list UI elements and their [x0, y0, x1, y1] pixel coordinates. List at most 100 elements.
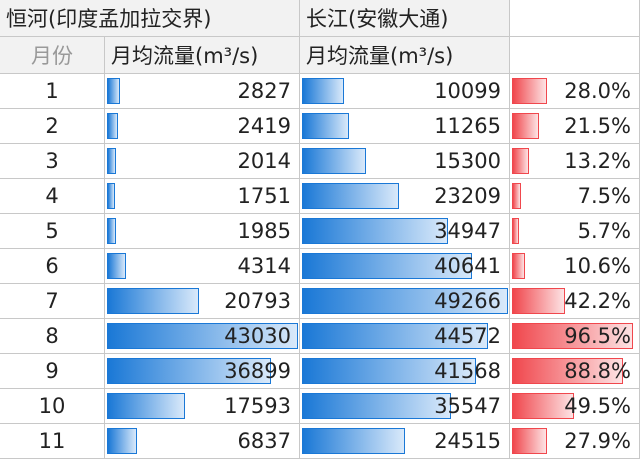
- ganges-value: 17593: [224, 394, 291, 418]
- ratio-cell: 28.0%: [510, 74, 640, 109]
- ganges-value: 36899: [224, 359, 291, 383]
- ganges-value: 4314: [237, 254, 291, 278]
- yangtze-value: 24515: [434, 429, 501, 453]
- ganges-title: 恒河(印度孟加拉交界): [0, 0, 300, 37]
- ratio-bar: [512, 218, 520, 244]
- ganges-cell: 17593: [105, 389, 300, 424]
- yangtze-value: 35547: [434, 394, 501, 418]
- ratio-bar: [512, 78, 547, 104]
- ratio-value: 96.5%: [564, 324, 631, 348]
- ganges-bar: [107, 428, 138, 454]
- yangtze-value: 11265: [434, 114, 501, 138]
- month-cell: 11: [0, 424, 105, 459]
- month-cell: 7: [0, 284, 105, 319]
- yangtze-cell: 49266: [300, 284, 510, 319]
- empty-cell: [510, 0, 640, 37]
- ganges-cell: 4314: [105, 249, 300, 284]
- ganges-cell: 20793: [105, 284, 300, 319]
- month-cell: 9: [0, 354, 105, 389]
- yangtze-cell: 35547: [300, 389, 510, 424]
- month-cell: 3: [0, 144, 105, 179]
- yangtze-value: 40641: [434, 254, 501, 278]
- yangtze-cell: 23209: [300, 179, 510, 214]
- ratio-bar: [512, 393, 574, 419]
- empty-cell: [510, 37, 640, 74]
- yangtze-value: 10099: [434, 79, 501, 103]
- yangtze-cell: 10099: [300, 74, 510, 109]
- yangtze-bar: [302, 218, 449, 244]
- ratio-value: 88.8%: [564, 359, 631, 383]
- yangtze-title: 长江(安徽大通): [300, 0, 510, 37]
- ganges-value: 2014: [237, 149, 291, 173]
- ratio-cell: 49.5%: [510, 389, 640, 424]
- yangtze-value: 34947: [434, 219, 501, 243]
- yangtze-bar: [302, 428, 405, 454]
- ratio-bar: [512, 183, 522, 209]
- ratio-value: 49.5%: [564, 394, 631, 418]
- ganges-value: 6837: [237, 429, 291, 453]
- month-cell: 1: [0, 74, 105, 109]
- ganges-bar: [107, 323, 298, 349]
- ratio-value: 10.6%: [564, 254, 631, 278]
- ganges-bar: [107, 288, 200, 314]
- ganges-cell: 2014: [105, 144, 300, 179]
- ratio-cell: 96.5%: [510, 319, 640, 354]
- ganges-bar: [107, 113, 118, 139]
- ganges-bar: [107, 78, 120, 104]
- ratio-cell: 7.5%: [510, 179, 640, 214]
- ratio-value: 42.2%: [564, 289, 631, 313]
- ratio-cell: 88.8%: [510, 354, 640, 389]
- ganges-bar: [107, 253, 127, 279]
- ratio-value: 13.2%: [564, 149, 631, 173]
- ratio-cell: 13.2%: [510, 144, 640, 179]
- ratio-value: 28.0%: [564, 79, 631, 103]
- yangtze-unit: 月均流量(m³/s): [300, 37, 510, 74]
- month-cell: 4: [0, 179, 105, 214]
- ganges-bar: [107, 148, 116, 174]
- yangtze-value: 23209: [434, 184, 501, 208]
- month-cell: 8: [0, 319, 105, 354]
- ratio-cell: 21.5%: [510, 109, 640, 144]
- ganges-value: 1751: [237, 184, 291, 208]
- ratio-value: 7.5%: [577, 184, 631, 208]
- ratio-bar: [512, 323, 633, 349]
- ganges-cell: 2419: [105, 109, 300, 144]
- yangtze-value: 41568: [434, 359, 501, 383]
- ganges-cell: 36899: [105, 354, 300, 389]
- month-cell: 6: [0, 249, 105, 284]
- ganges-cell: 2827: [105, 74, 300, 109]
- ratio-value: 27.9%: [564, 429, 631, 453]
- yangtze-bar: [302, 253, 472, 279]
- yangtze-bar: [302, 113, 350, 139]
- ratio-bar: [512, 288, 565, 314]
- yangtze-value: 49266: [434, 289, 501, 313]
- yangtze-bar: [302, 148, 366, 174]
- ratio-bar: [512, 148, 529, 174]
- yangtze-value: 44572: [434, 324, 501, 348]
- ratio-bar: [512, 113, 539, 139]
- ganges-bar: [107, 218, 116, 244]
- yangtze-bar: [302, 393, 451, 419]
- ratio-bar: [512, 253, 526, 279]
- yangtze-cell: 11265: [300, 109, 510, 144]
- month-cell: 2: [0, 109, 105, 144]
- yangtze-cell: 15300: [300, 144, 510, 179]
- yangtze-bar: [302, 358, 476, 384]
- ratio-cell: 10.6%: [510, 249, 640, 284]
- ganges-bar: [107, 393, 186, 419]
- yangtze-bar: [302, 183, 400, 209]
- yangtze-cell: 34947: [300, 214, 510, 249]
- ganges-value: 2419: [237, 114, 291, 138]
- yangtze-cell: 40641: [300, 249, 510, 284]
- ratio-bar: [512, 358, 623, 384]
- ratio-value: 21.5%: [564, 114, 631, 138]
- yangtze-bar: [302, 323, 489, 349]
- ganges-value: 43030: [224, 324, 291, 348]
- yangtze-cell: 44572: [300, 319, 510, 354]
- yangtze-cell: 41568: [300, 354, 510, 389]
- month-cell: 10: [0, 389, 105, 424]
- ganges-bar: [107, 358, 271, 384]
- ratio-cell: 27.9%: [510, 424, 640, 459]
- yangtze-value: 15300: [434, 149, 501, 173]
